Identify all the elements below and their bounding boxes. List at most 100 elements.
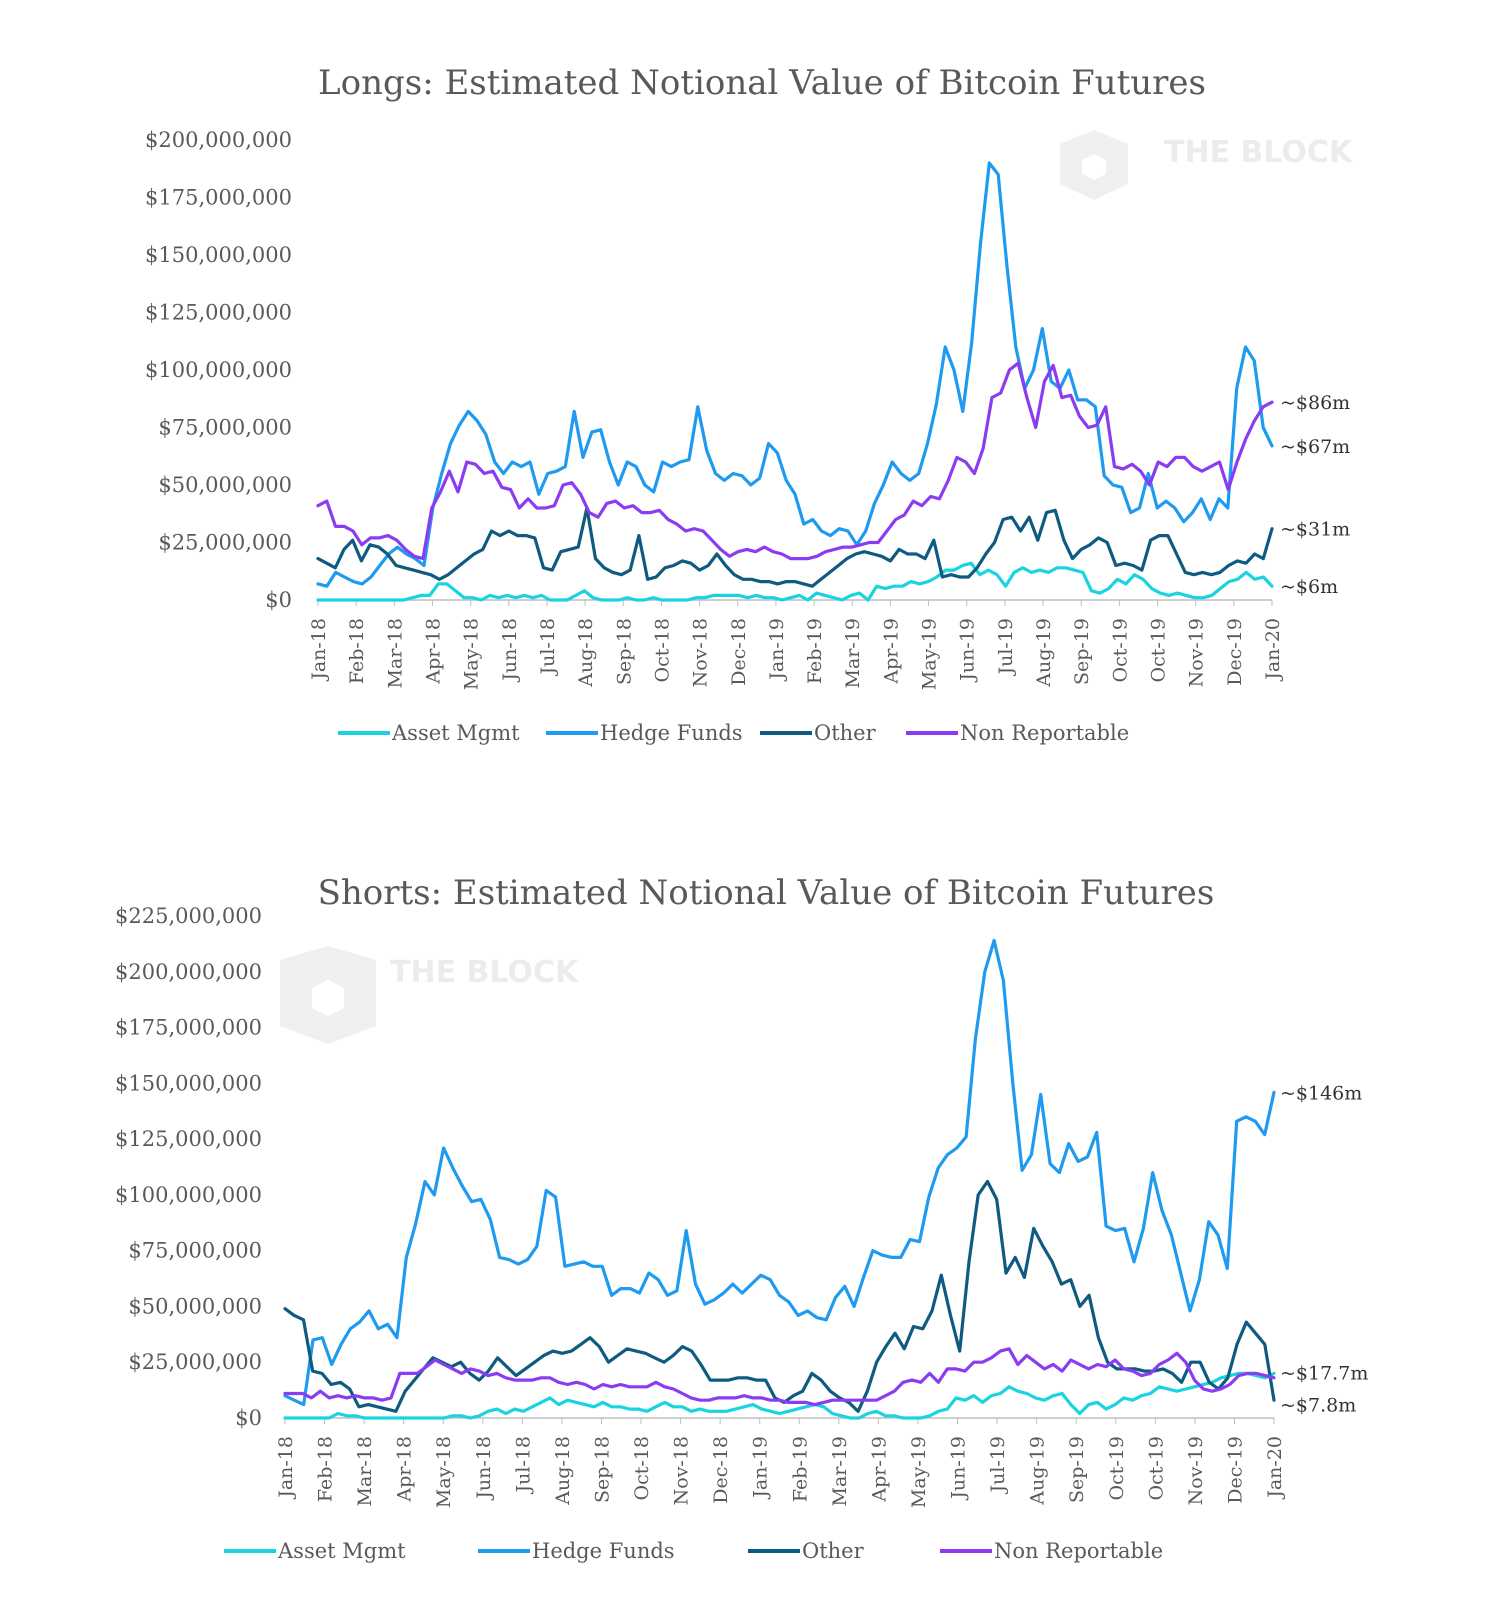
y-axis: $200,000,000 $175,000,000 $150,000,000 $125…: [145, 128, 292, 612]
y-tick-label: $150,000,000: [115, 1071, 262, 1095]
x-tick-label: Apr-18: [422, 618, 444, 685]
annotations: ~$146m ~$17.7m ~$7.8m: [1280, 1082, 1368, 1416]
x-tick-label: Dec-18: [728, 618, 750, 686]
x-tick-label: May-19: [908, 1436, 930, 1508]
x-tick-label: Feb-18: [346, 618, 368, 684]
series-line-other: [316, 506, 1274, 588]
chart-title: Longs: Estimated Notional Value of Bitco…: [318, 63, 1206, 103]
x-tick-label: Apr-18: [394, 1436, 416, 1503]
x-tick-label: Jan-20: [1264, 1436, 1286, 1500]
x-tick-label: Oct-18: [631, 1436, 653, 1500]
x-tick-label: May-19: [919, 618, 941, 690]
x-tick-label: Nov-18: [671, 1436, 693, 1505]
y-tick-label: $50,000,000: [128, 1294, 262, 1318]
legend-label-other: Other: [814, 721, 877, 745]
y-tick-label: $0: [265, 588, 292, 612]
y-tick-label: $175,000,000: [145, 186, 292, 210]
series-line-asset-mgmt: [283, 1371, 1276, 1420]
x-tick-label: Jan-19: [750, 1436, 772, 1500]
annotation-label: ~$67m: [1280, 436, 1350, 458]
x-tick-label: Jul-19: [987, 1436, 1009, 1495]
series-line-non-reportable: [283, 1347, 1276, 1407]
y-tick-label: $225,000,000: [115, 904, 262, 928]
x-tick-label: Aug-18: [552, 1436, 574, 1506]
x-tick-label: Aug-19: [1027, 1436, 1049, 1506]
x-tick-label: Oct-19: [1106, 1436, 1128, 1500]
x-tick-label: Feb-18: [315, 1436, 337, 1502]
series-lines: [283, 938, 1276, 1420]
x-tick-label: Nov-19: [1185, 1436, 1207, 1505]
chart-title: Shorts: Estimated Notional Value of Bitc…: [318, 873, 1215, 913]
x-tick-label: Jul-18: [537, 618, 559, 677]
x-tick-label: Jan-18: [275, 1436, 297, 1500]
y-tick-label: $150,000,000: [145, 243, 292, 267]
y-tick-label: $175,000,000: [115, 1016, 262, 1040]
x-tick-label: Nov-19: [1186, 618, 1208, 687]
x-tick-label: Oct-19: [1109, 618, 1131, 682]
legend-label-hedge-funds: Hedge Funds: [600, 721, 743, 745]
y-tick-label: $100,000,000: [145, 358, 292, 382]
x-tick-label: Feb-19: [804, 618, 826, 684]
annotation-label: ~$146m: [1280, 1082, 1362, 1104]
x-tick-label: Jun-18: [499, 618, 521, 683]
legend: Asset Mgmt Hedge Funds Other Non Reportable: [338, 721, 1129, 745]
x-tick-label: Jan-18: [308, 618, 330, 682]
legend-label-other: Other: [802, 1539, 865, 1563]
x-axis: Jan-18 Feb-18 Mar-18 Apr-18 May-18 Jun-18 Jul-…: [275, 1418, 1286, 1508]
x-axis: Jan-18 Feb-18 Mar-18 Apr-18 May-18 Jun-18 Jul-…: [308, 600, 1284, 690]
x-tick-label: Jul-18: [512, 1436, 534, 1495]
annotation-label: ~$7.8m: [1280, 1395, 1356, 1417]
watermark-text: THE BLOCK: [390, 955, 580, 990]
shorts-chart: THE BLOCK Shorts: Estimated Notional Val…: [115, 873, 1368, 1563]
annotation-label: ~$17.7m: [1280, 1363, 1368, 1385]
x-tick-label: Mar-18: [384, 618, 406, 688]
x-tick-label: Sep-19: [1066, 1436, 1088, 1503]
x-tick-label: Jun-19: [948, 1436, 970, 1501]
x-tick-label: Jan-20: [1262, 618, 1284, 682]
y-tick-label: $200,000,000: [115, 960, 262, 984]
series-line-non-reportable: [316, 361, 1274, 561]
y-tick-label: $75,000,000: [128, 1239, 262, 1263]
y-tick-label: $25,000,000: [128, 1350, 262, 1374]
legend-label-asset-mgmt: Asset Mgmt: [277, 1539, 406, 1563]
y-tick-label: $0: [235, 1406, 262, 1430]
x-tick-label: Aug-19: [1033, 618, 1055, 688]
legend-label-non-reportable: Non Reportable: [960, 721, 1129, 745]
series-line-asset-mgmt: [316, 561, 1274, 602]
series-lines: [316, 161, 1274, 602]
x-tick-label: May-18: [433, 1436, 455, 1508]
x-tick-label: Sep-18: [591, 1436, 613, 1503]
x-tick-label: Aug-18: [575, 618, 597, 688]
x-tick-label: Apr-19: [880, 618, 902, 685]
x-tick-label: Feb-19: [789, 1436, 811, 1502]
series-line-hedge-funds: [283, 938, 1276, 1407]
x-tick-label: May-18: [461, 618, 483, 690]
x-tick-label: Oct-18: [651, 618, 673, 682]
x-tick-label: Oct-19: [1145, 1436, 1167, 1500]
watermark: THE BLOCK: [1060, 130, 1354, 200]
annotation-label: ~$86m: [1280, 392, 1350, 414]
x-tick-label: Jun-19: [957, 618, 979, 683]
annotation-label: ~$31m: [1280, 519, 1350, 541]
watermark: THE BLOCK: [280, 946, 580, 1044]
y-tick-label: $75,000,000: [158, 416, 292, 440]
x-tick-label: Apr-19: [868, 1436, 890, 1503]
x-tick-label: Mar-19: [829, 1436, 851, 1506]
legend-label-asset-mgmt: Asset Mgmt: [391, 721, 520, 745]
x-tick-label: Jan-19: [766, 618, 788, 682]
y-tick-label: $200,000,000: [145, 128, 292, 152]
x-tick-label: Jul-19: [995, 618, 1017, 677]
longs-chart: THE BLOCK Longs: Estimated Notional Valu…: [145, 63, 1354, 745]
legend-label-hedge-funds: Hedge Funds: [532, 1539, 675, 1563]
y-tick-label: $100,000,000: [115, 1183, 262, 1207]
legend-label-non-reportable: Non Reportable: [994, 1539, 1163, 1563]
y-tick-label: $125,000,000: [145, 301, 292, 325]
x-tick-label: Jun-18: [473, 1436, 495, 1501]
y-tick-label: $50,000,000: [158, 473, 292, 497]
x-tick-label: Mar-18: [354, 1436, 376, 1506]
x-tick-label: Dec-19: [1224, 1436, 1246, 1504]
annotations: ~$86m ~$67m ~$31m ~$6m: [1280, 392, 1350, 598]
x-tick-label: Mar-19: [842, 618, 864, 688]
series-line-hedge-funds: [316, 161, 1274, 588]
